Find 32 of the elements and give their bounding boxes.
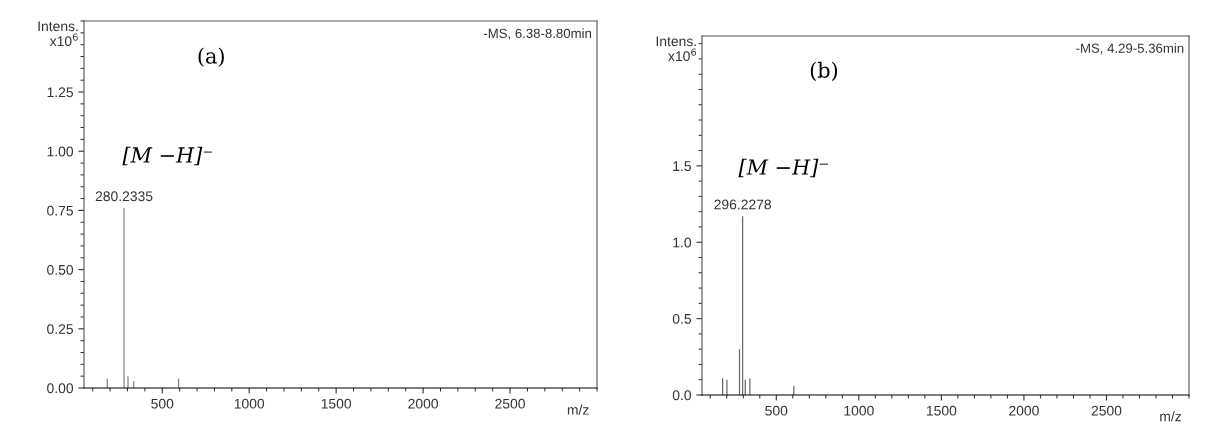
annotation: 296.2278 xyxy=(714,199,772,210)
y-tick-label: 0.5 xyxy=(672,313,691,324)
y-tick-label: 1.25 xyxy=(47,87,73,98)
y-tick-label: 1.00 xyxy=(47,146,74,157)
x-axis-title: m/z xyxy=(1160,411,1181,422)
chart-title: -MS, 6.38-8.80min xyxy=(483,28,592,40)
x-tick-label: 2500 xyxy=(1091,405,1122,416)
annotation: [M −H]⁻ xyxy=(738,158,828,178)
x-tick-label: 1000 xyxy=(844,405,874,416)
annotation: (a) xyxy=(198,47,224,67)
y-tick-label: 0.75 xyxy=(47,205,73,216)
y-tick-label: 1.0 xyxy=(673,237,692,248)
x-tick-label: 2000 xyxy=(408,398,439,409)
x-tick-label: 1000 xyxy=(234,398,265,409)
y-tick-label: 0.0 xyxy=(672,390,692,401)
x-tick-label: 500 xyxy=(765,405,788,416)
annotation: 280.2335 xyxy=(95,191,153,202)
x-tick-label: 2500 xyxy=(495,398,525,409)
x-tick-label: 1500 xyxy=(321,398,352,409)
x-tick-label: 2000 xyxy=(1009,405,1039,416)
y-tick-label: 0.25 xyxy=(47,324,73,334)
y-tick-label: 1.5 xyxy=(673,161,691,172)
annotation: [M −H]⁻ xyxy=(122,146,212,166)
x-axis-title: m/z xyxy=(567,404,589,415)
y-tick-label: 0.00 xyxy=(47,383,74,394)
x-tick-label: 1500 xyxy=(926,405,957,416)
y-tick-label: 0.50 xyxy=(47,264,74,275)
y-axis-title: Intens. x10$^{6}$ xyxy=(38,21,78,47)
x-tick-label: 500 xyxy=(151,398,174,409)
annotation: (b) xyxy=(810,61,838,81)
chart-title: -MS, 4.29-5.36min xyxy=(1076,43,1184,55)
y-axis-title: Intens. x10$^{6}$ xyxy=(656,36,697,62)
